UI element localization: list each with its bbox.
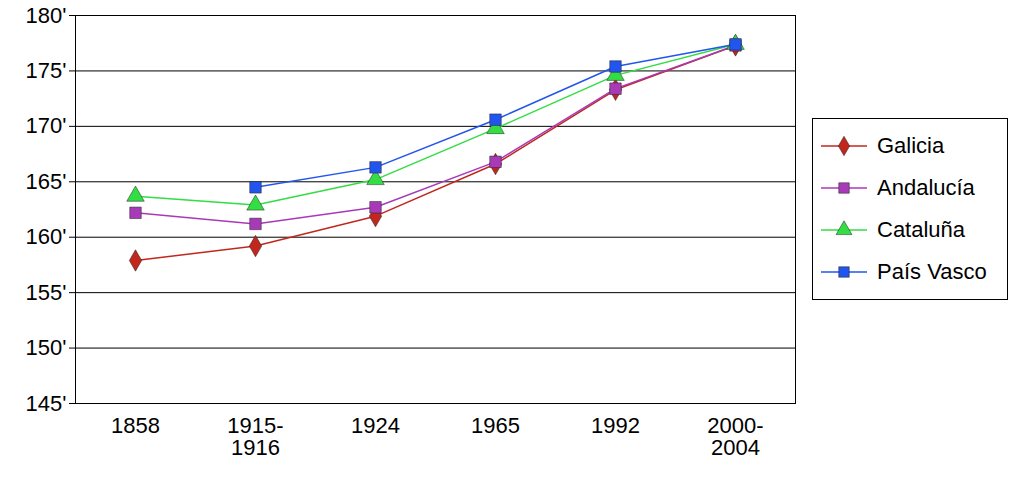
svg-text:170': 170' [26, 113, 67, 138]
svg-text:2000-2004: 2000-2004 [707, 413, 763, 460]
svg-text:155': 155' [26, 280, 67, 305]
svg-text:150': 150' [26, 335, 67, 360]
svg-text:1915-1916: 1915-1916 [227, 413, 283, 460]
svg-text:1992: 1992 [591, 413, 640, 438]
svg-text:180': 180' [26, 3, 67, 28]
html-text:País Vasco: País Vasco [877, 259, 987, 284]
svg-text:175': 175' [26, 58, 67, 83]
html-text:Cataluña: Cataluña [877, 217, 966, 242]
svg-text:1858: 1858 [111, 413, 160, 438]
svg-text:165': 165' [26, 169, 67, 194]
svg-text:145': 145' [26, 391, 67, 416]
html-text:Galicia: Galicia [877, 133, 945, 158]
svg-text:160': 160' [26, 224, 67, 249]
svg-text:1924: 1924 [351, 413, 400, 438]
svg-text:1965: 1965 [471, 413, 520, 438]
html-text:Andalucía: Andalucía [877, 175, 975, 200]
